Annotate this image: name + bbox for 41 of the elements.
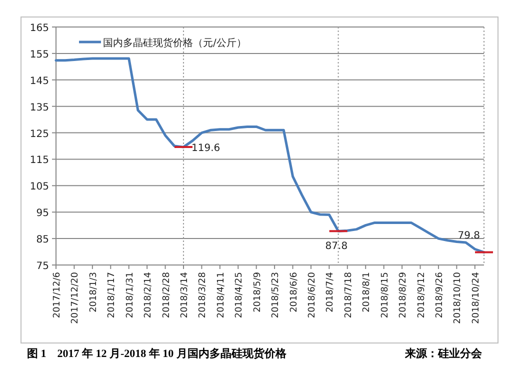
x-tick-label: 2018/5/23 <box>271 272 282 318</box>
x-tick-label: 2018/8/29 <box>398 272 409 318</box>
y-tick-label: 135 <box>30 102 49 114</box>
y-tick-label: 105 <box>30 182 49 193</box>
y-tick-label: 115 <box>30 155 49 166</box>
x-tick-label: 2018/4/11 <box>216 272 226 318</box>
x-tick-label: 2017/12/20 <box>70 272 81 324</box>
x-tick-label: 2018/6/20 <box>307 272 318 318</box>
y-tick-label: 145 <box>30 76 49 87</box>
y-tick-label: 95 <box>36 208 49 220</box>
y-tick-label: 85 <box>36 234 49 246</box>
annotation: 87.8 <box>325 241 348 252</box>
x-tick-label: 2018/9/26 <box>434 272 445 318</box>
x-tick-label: 2018/3/14 <box>180 272 190 318</box>
line-series <box>54 57 486 254</box>
x-tick-label: 2018/1/31 <box>125 272 136 318</box>
x-tick-label: 2018/1/3 <box>88 272 99 312</box>
y-tick-label: 75 <box>36 261 49 272</box>
x-tick-label: 2018/3/28 <box>198 272 208 318</box>
x-tick-label: 2018/5/9 <box>252 272 263 312</box>
x-tick-label: 2018/7/18 <box>344 272 354 318</box>
y-tick-label: 165 <box>30 23 49 34</box>
x-tick-label: 2018/1/17 <box>107 272 118 318</box>
x-tick-label: 2018/2/14 <box>144 272 154 318</box>
annotation: 79.8 <box>458 230 480 242</box>
text: 图 1 2017 年 12 月-2018 年 10 月国内多晶硅现货价格 <box>27 347 288 360</box>
y-tick-label: 125 <box>30 128 49 140</box>
x-tick-label: 2018/6/6 <box>289 272 300 312</box>
y-tick-label: 155 <box>30 49 49 60</box>
legend-label: 国内多晶硅现货价格（元/公斤） <box>103 37 246 49</box>
x-tick-label: 2018/10/24 <box>471 272 482 324</box>
x-tick-label: 2018/2/28 <box>162 272 172 318</box>
x-tick-label: 2018/7/4 <box>326 272 336 312</box>
x-tick-label: 2018/9/12 <box>416 272 427 318</box>
x-tick-label: 2018/8/15 <box>380 272 390 318</box>
x-tick-label: 2018/8/1 <box>362 272 372 312</box>
x-tick-label: 2017/12/6 <box>52 272 62 318</box>
annotation: 119.6 <box>191 143 220 154</box>
x-tick-label: 2018/10/10 <box>453 272 464 324</box>
source-note: 来源：硅业分会 <box>404 347 483 360</box>
x-tick-label: 2018/4/25 <box>234 272 245 318</box>
